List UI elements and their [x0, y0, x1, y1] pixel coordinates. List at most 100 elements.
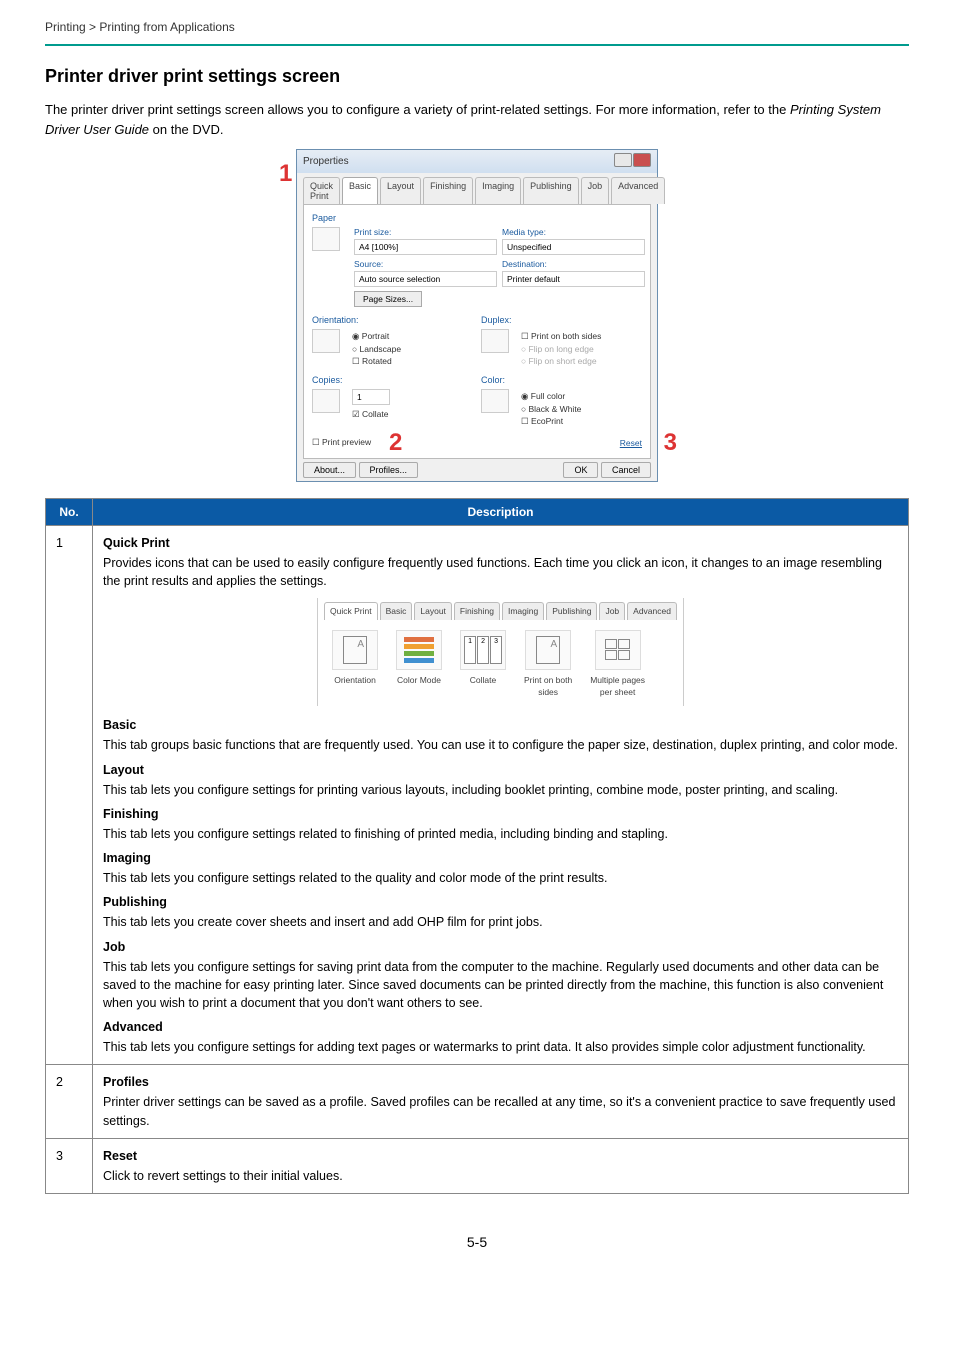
page-title: Printer driver print settings screen [45, 66, 909, 87]
qp-tab-finishing[interactable]: Finishing [454, 602, 500, 619]
profiles-button[interactable]: Profiles... [359, 462, 419, 478]
layout-title: Layout [103, 761, 898, 779]
callout-2: 2 [389, 429, 402, 457]
collate-label: Collate [362, 409, 388, 419]
qp-colormode[interactable]: Color Mode [396, 630, 442, 699]
quickprint-title: Quick Print [103, 534, 898, 552]
row3-desc: Reset Click to revert settings to their … [93, 1138, 909, 1193]
row3-no: 3 [46, 1138, 93, 1193]
flip-long-radio: ○ Flip on long edge [521, 344, 601, 354]
flip-long-label: Flip on long edge [529, 344, 594, 354]
reset-link[interactable]: Reset [620, 438, 642, 448]
imaging-title: Imaging [103, 849, 898, 867]
tab-basic[interactable]: Basic [342, 177, 378, 204]
tab-imaging[interactable]: Imaging [475, 177, 521, 204]
publishing-title: Publishing [103, 893, 898, 911]
dialog-body: Paper Print size: A4 [100%] Source: Auto… [303, 204, 651, 459]
ok-button[interactable]: OK [563, 462, 598, 478]
rotated-check[interactable]: ☐ Rotated [352, 356, 401, 367]
row2-desc: Profiles Printer driver settings can be … [93, 1065, 909, 1138]
properties-dialog: 1 2 3 Properties Quick Print Basic Layou… [296, 149, 658, 482]
multipage-icon [595, 630, 641, 670]
colormode-icon [396, 630, 442, 670]
basic-text: This tab groups basic functions that are… [103, 736, 898, 754]
tab-publishing[interactable]: Publishing [523, 177, 579, 204]
qp-tab-imaging[interactable]: Imaging [502, 602, 544, 619]
duplex-both-check[interactable]: ☐ Print on both sides [521, 331, 601, 342]
tab-quickprint[interactable]: Quick Print [303, 177, 340, 204]
bw-radio[interactable]: ○ Black & White [521, 404, 581, 414]
dialog-tabs: Quick Print Basic Layout Finishing Imagi… [303, 177, 651, 204]
fullcolor-radio[interactable]: ◉ Full color [521, 391, 581, 402]
tab-job[interactable]: Job [581, 177, 610, 204]
duplex-title: Duplex: [481, 315, 642, 325]
close-button[interactable] [633, 153, 651, 167]
collate-icon: 123 [460, 630, 506, 670]
page-sizes-button[interactable]: Page Sizes... [354, 291, 422, 307]
orientation-title: Orientation: [312, 315, 473, 325]
orientation-icon [332, 630, 378, 670]
flip-short-label: Flip on short edge [529, 356, 597, 366]
paper-group-title: Paper [312, 213, 642, 223]
source-combo[interactable]: Auto source selection [354, 271, 497, 287]
qp-tab-layout[interactable]: Layout [414, 602, 452, 619]
paper-icon [312, 227, 340, 251]
table-row: 1 Quick Print Provides icons that can be… [46, 526, 909, 1065]
copies-spinner[interactable]: 1 [352, 389, 390, 405]
intro-text: The printer driver print settings screen… [45, 102, 790, 117]
reset-title: Reset [103, 1147, 898, 1165]
cancel-button[interactable]: Cancel [601, 462, 651, 478]
landscape-radio[interactable]: ○ Landscape [352, 344, 401, 354]
copies-title: Copies: [312, 375, 473, 385]
job-text: This tab lets you configure settings for… [103, 958, 898, 1012]
collate-check[interactable]: ☑ Collate [352, 409, 390, 420]
qp-tab-quickprint[interactable]: Quick Print [324, 602, 378, 619]
description-table: No. Description 1 Quick Print Provides i… [45, 498, 909, 1194]
print-preview-label: Print preview [322, 437, 371, 447]
row1-no: 1 [46, 526, 93, 1065]
destination-combo[interactable]: Printer default [502, 271, 645, 287]
ecoprint-check[interactable]: ☐ EcoPrint [521, 416, 581, 427]
media-type-label: Media type: [502, 227, 642, 237]
advanced-title: Advanced [103, 1018, 898, 1036]
intro-paragraph: The printer driver print settings screen… [45, 100, 909, 139]
qp-multipage[interactable]: Multiple pages per sheet [590, 630, 645, 699]
advanced-text: This tab lets you configure settings for… [103, 1038, 898, 1056]
qp-multipage-label: Multiple pages per sheet [590, 674, 645, 699]
qp-tab-basic[interactable]: Basic [380, 602, 413, 619]
finishing-title: Finishing [103, 805, 898, 823]
qp-orientation[interactable]: Orientation [332, 630, 378, 699]
qp-colormode-label: Color Mode [397, 674, 441, 686]
dialog-screenshot: 1 2 3 Properties Quick Print Basic Layou… [45, 149, 909, 482]
dialog-title-text: Properties [303, 156, 349, 167]
qp-tab-advanced[interactable]: Advanced [627, 602, 677, 619]
color-title: Color: [481, 375, 642, 385]
publishing-text: This tab lets you create cover sheets an… [103, 913, 898, 931]
dialog-titlebar: Properties [297, 150, 657, 173]
breadcrumb: Printing > Printing from Applications [45, 20, 909, 46]
rotated-label: Rotated [362, 356, 392, 366]
help-button[interactable] [614, 153, 632, 167]
about-button[interactable]: About... [303, 462, 356, 478]
landscape-label: Landscape [360, 344, 402, 354]
quickprint-strip: Quick Print Basic Layout Finishing Imagi… [103, 598, 898, 706]
media-type-combo[interactable]: Unspecified [502, 239, 645, 255]
row1-desc: Quick Print Provides icons that can be u… [93, 526, 909, 1065]
qp-tab-job[interactable]: Job [599, 602, 625, 619]
destination-label: Destination: [502, 259, 642, 269]
color-icon [481, 389, 509, 413]
tab-finishing[interactable]: Finishing [423, 177, 473, 204]
print-size-combo[interactable]: A4 [100%] [354, 239, 497, 255]
profiles-text: Printer driver settings can be saved as … [103, 1093, 898, 1129]
callout-3: 3 [664, 429, 677, 457]
duplex-both-label: Print on both sides [531, 331, 601, 341]
portrait-radio[interactable]: ◉ Portrait [352, 331, 401, 342]
print-preview-check[interactable]: ☐ Print preview [312, 437, 371, 448]
qp-duplex[interactable]: Print on both sides [524, 630, 572, 699]
qp-tab-publishing[interactable]: Publishing [546, 602, 597, 619]
qp-collate[interactable]: 123 Collate [460, 630, 506, 699]
imaging-text: This tab lets you configure settings rel… [103, 869, 898, 887]
tab-layout[interactable]: Layout [380, 177, 421, 204]
finishing-text: This tab lets you configure settings rel… [103, 825, 898, 843]
tab-advanced[interactable]: Advanced [611, 177, 665, 204]
